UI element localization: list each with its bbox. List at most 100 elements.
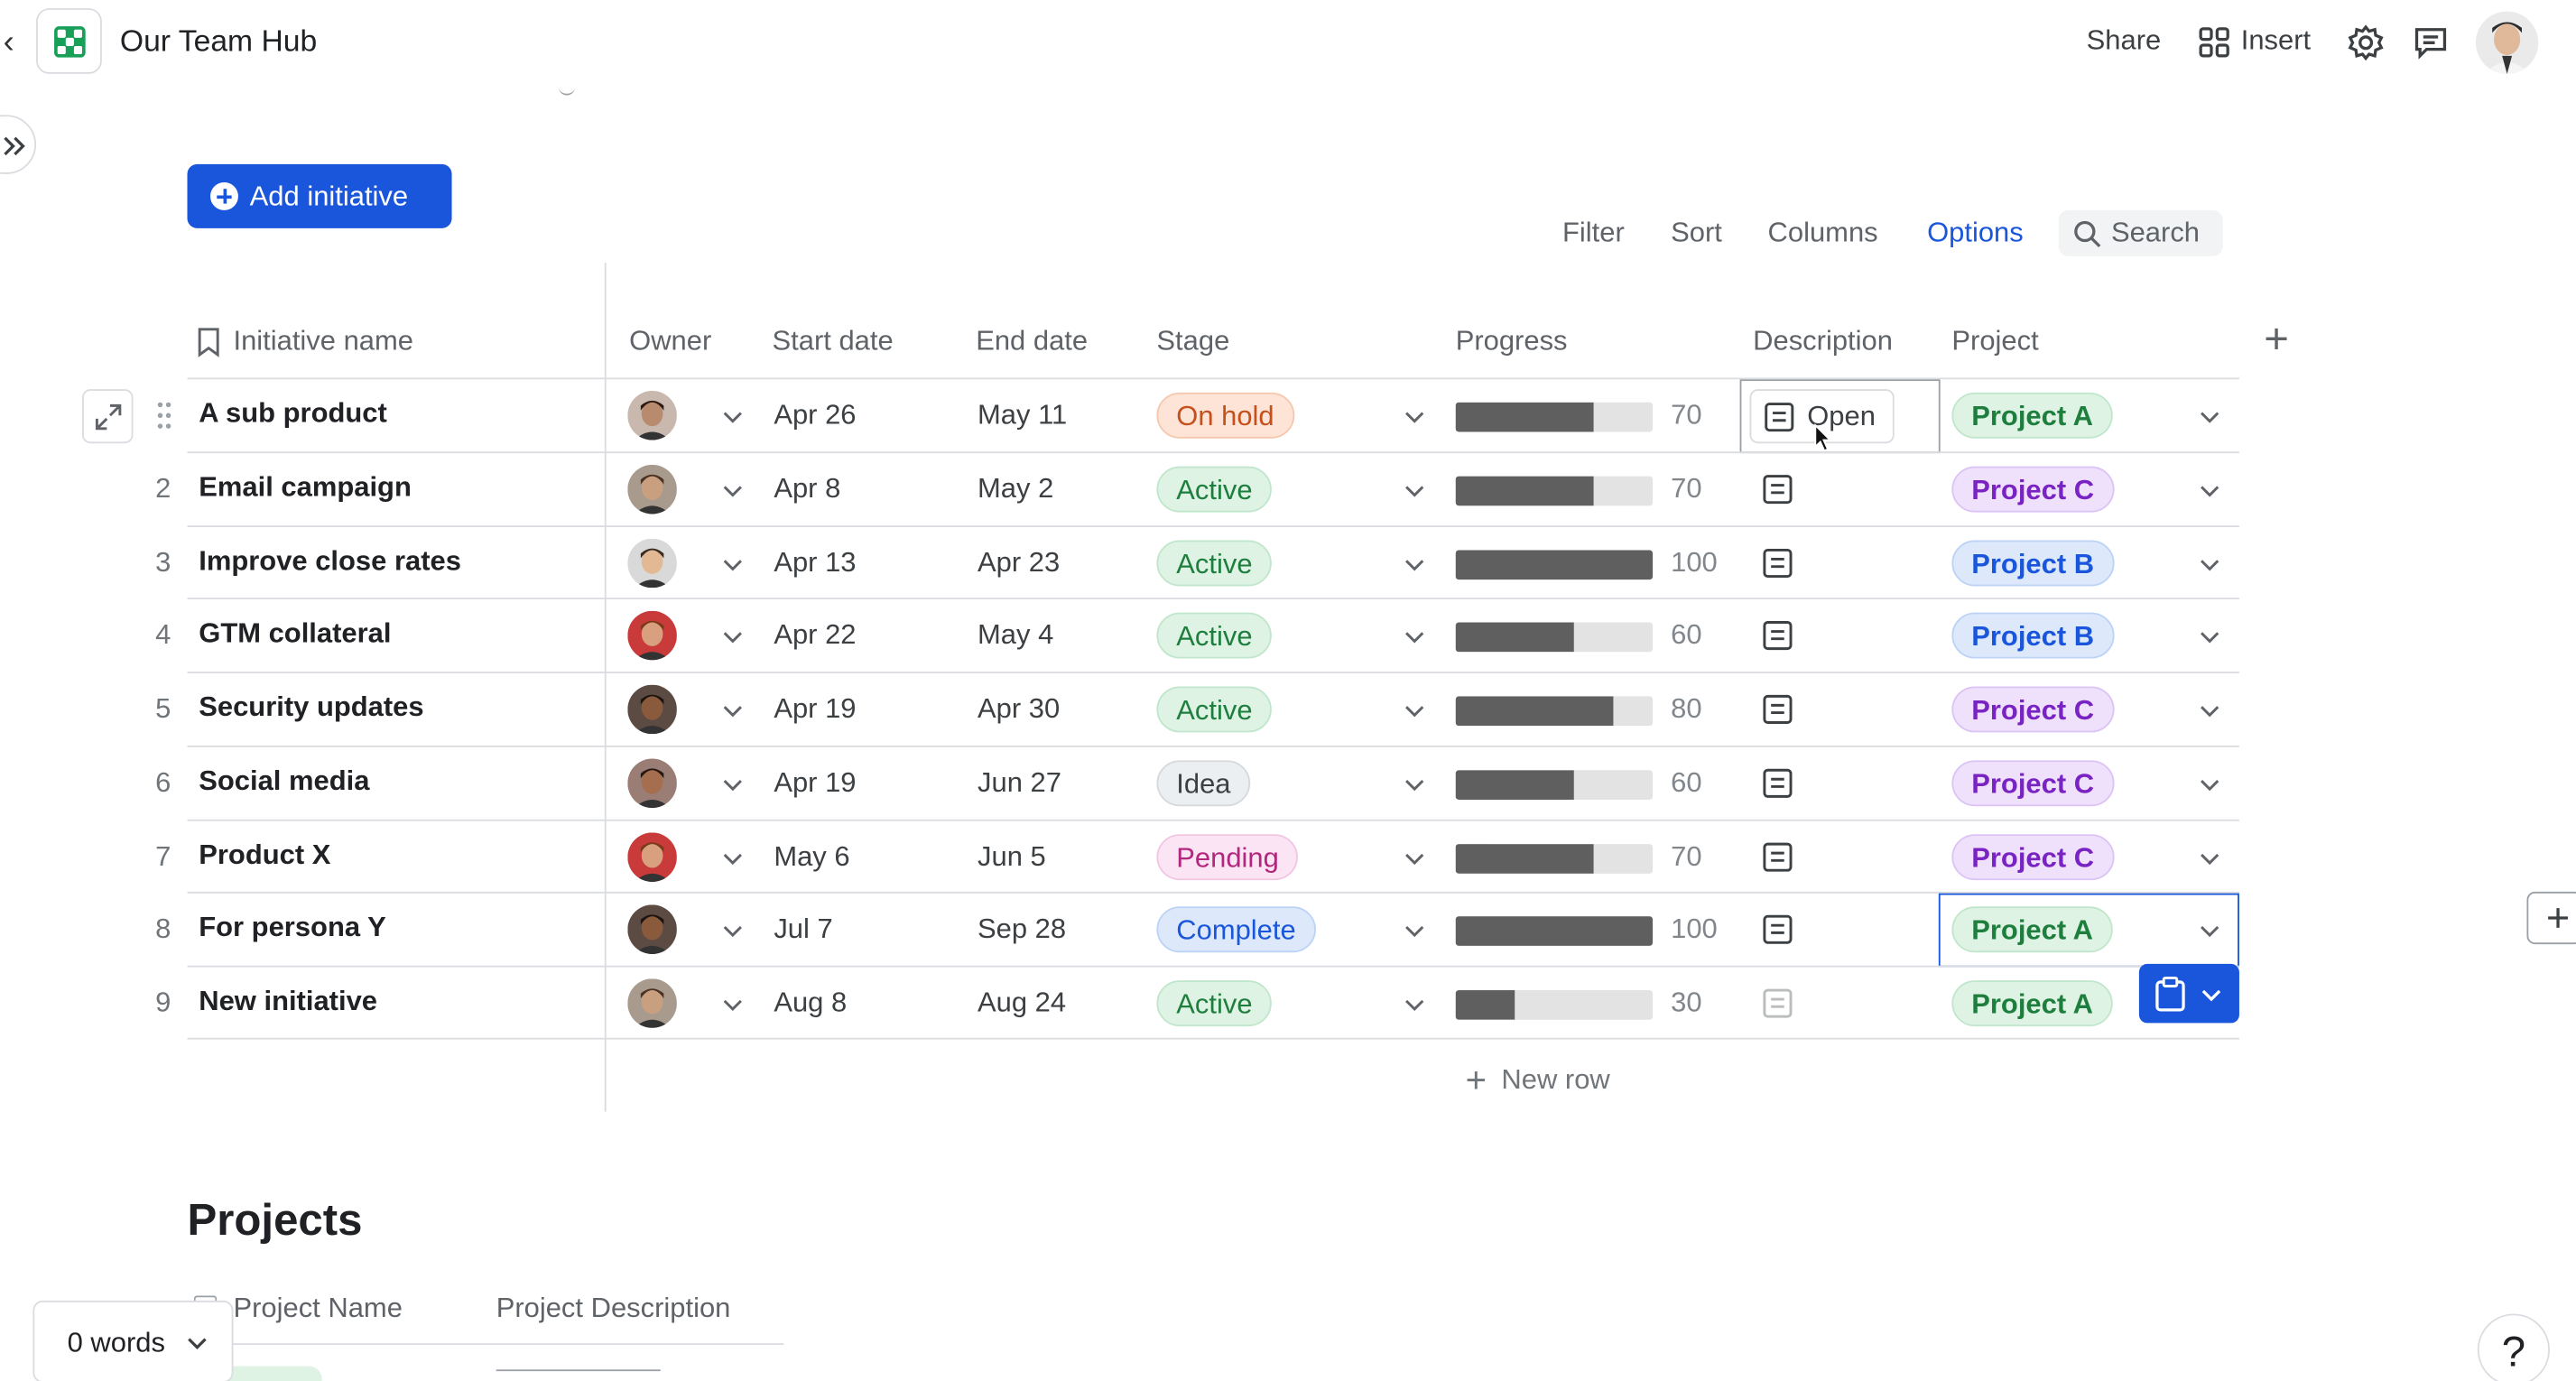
owner-avatar[interactable] [627, 831, 677, 882]
stage-chip[interactable]: Active [1156, 613, 1273, 659]
help-button[interactable]: ? [2477, 1313, 2550, 1381]
owner-avatar[interactable] [627, 978, 677, 1028]
stage-chip[interactable]: On hold [1156, 392, 1294, 439]
owner-avatar[interactable] [627, 464, 677, 514]
project-chip[interactable]: Project C [1951, 833, 2114, 880]
start-date-cell[interactable]: Apr 19 [774, 766, 857, 798]
add-initiative-button[interactable]: Add initiative [187, 163, 452, 228]
start-date-cell[interactable]: Apr 19 [774, 692, 857, 725]
initiative-name-cell[interactable]: A sub product [199, 397, 387, 429]
start-date-cell[interactable]: Apr 22 [774, 619, 857, 651]
user-avatar[interactable] [2476, 11, 2539, 74]
initiative-name-cell[interactable]: Email campaign [199, 470, 412, 503]
initiative-name-cell[interactable]: GTM collateral [199, 617, 392, 650]
progress-bar[interactable] [1455, 769, 1654, 800]
table-row[interactable]: 7 Product X May 6 Jun 5 Pending 70 Project C [155, 818, 2239, 893]
gear-icon[interactable] [2348, 24, 2384, 61]
end-date-cell[interactable]: Apr 23 [978, 545, 1061, 578]
project-chip[interactable]: Project A [1951, 980, 2113, 1027]
header-start-date[interactable]: Start date [772, 325, 894, 357]
owner-avatar[interactable] [627, 758, 677, 808]
app-logo-icon[interactable] [36, 8, 102, 74]
initiative-name-cell[interactable]: Product X [199, 838, 331, 870]
owner-chevron-down-icon[interactable] [723, 411, 743, 424]
end-date-cell[interactable]: Jun 5 [978, 839, 1046, 872]
owner-avatar[interactable] [627, 611, 677, 661]
document-icon[interactable] [1761, 766, 1793, 799]
end-date-cell[interactable]: May 11 [978, 399, 1068, 431]
table-row[interactable]: 9 New initiative Aug 8 Aug 24 Active 30 Projec… [155, 963, 2239, 1040]
new-row-button[interactable]: + New row [1465, 1059, 1610, 1100]
progress-bar[interactable] [1455, 696, 1654, 727]
start-date-cell[interactable]: May 6 [774, 839, 850, 872]
start-date-cell[interactable]: Aug 8 [774, 987, 848, 1018]
table-row[interactable]: 6 Social media Apr 19 Jun 27 Idea 60 Project C [155, 745, 2239, 820]
progress-bar[interactable] [1455, 476, 1654, 505]
document-icon[interactable] [1761, 546, 1793, 579]
stage-chip[interactable]: Active [1156, 980, 1273, 1027]
project-chevron-down-icon[interactable] [2200, 411, 2219, 424]
search-input[interactable]: Search [2058, 209, 2223, 256]
header-description[interactable]: Description [1753, 325, 1893, 357]
start-date-cell[interactable]: Jul 7 [774, 913, 833, 945]
document-icon[interactable] [1761, 913, 1793, 946]
owner-chevron-down-icon[interactable] [723, 704, 743, 718]
share-button[interactable]: Share [2086, 24, 2162, 56]
progress-bar[interactable] [1455, 843, 1654, 873]
document-icon[interactable] [1761, 693, 1793, 726]
owner-chevron-down-icon[interactable] [723, 558, 743, 571]
document-icon[interactable] [1761, 473, 1793, 505]
header-initiative-name[interactable]: Initiative name [233, 325, 414, 357]
project-chip[interactable]: Project C [1951, 759, 2114, 806]
table-row[interactable]: 2 Email campaign Apr 8 May 2 Active 70 Project… [155, 450, 2239, 525]
project-chevron-down-icon[interactable] [2200, 778, 2219, 792]
document-icon[interactable] [1761, 987, 1793, 1019]
header-owner[interactable]: Owner [629, 325, 712, 357]
stage-chevron-down-icon[interactable] [1404, 631, 1424, 644]
stage-chip[interactable]: Active [1156, 686, 1273, 733]
comment-icon[interactable] [2414, 26, 2448, 60]
back-icon[interactable]: ‹ [3, 24, 14, 61]
add-column-plus-icon[interactable]: + [2264, 313, 2289, 364]
project-chip[interactable]: Project A [1951, 906, 2113, 953]
owner-chevron-down-icon[interactable] [723, 631, 743, 644]
table-row[interactable]: 3 Improve close rates Apr 13 Apr 23 Active 10… [155, 524, 2239, 598]
owner-avatar[interactable] [627, 537, 677, 588]
filter-button[interactable]: Filter [1562, 217, 1625, 248]
owner-chevron-down-icon[interactable] [723, 925, 743, 939]
progress-bar[interactable] [1455, 916, 1654, 947]
initiative-name-cell[interactable]: Improve close rates [199, 544, 461, 576]
document-icon[interactable] [1761, 840, 1793, 873]
sort-button[interactable]: Sort [1671, 217, 1722, 248]
header-project-name[interactable]: Project Name [233, 1292, 403, 1324]
stage-chevron-down-icon[interactable] [1404, 558, 1424, 571]
stage-chevron-down-icon[interactable] [1404, 484, 1424, 497]
expand-row-button[interactable] [82, 389, 134, 444]
stage-chip[interactable]: Pending [1156, 833, 1299, 880]
header-end-date[interactable]: End date [976, 325, 1089, 357]
end-date-cell[interactable]: Aug 24 [978, 987, 1067, 1018]
project-chevron-down-icon[interactable] [2200, 484, 2219, 497]
stage-chevron-down-icon[interactable] [1404, 411, 1424, 424]
options-button[interactable]: Options [1927, 217, 2024, 248]
project-chevron-down-icon[interactable] [2200, 925, 2219, 939]
columns-button[interactable]: Columns [1767, 217, 1878, 248]
doc-title[interactable]: Our Team Hub [119, 23, 318, 58]
sidebar-expand-button[interactable] [0, 115, 37, 174]
insert-button[interactable]: Insert [2240, 24, 2312, 56]
project-chevron-down-icon[interactable] [2200, 558, 2219, 571]
stage-chevron-down-icon[interactable] [1404, 998, 1424, 1012]
project-chip[interactable]: Project B [1951, 613, 2114, 659]
stage-chevron-down-icon[interactable] [1404, 851, 1424, 865]
start-date-cell[interactable]: Apr 8 [774, 472, 841, 505]
document-icon[interactable] [1761, 619, 1793, 652]
project-chip[interactable]: Project A [1951, 392, 2113, 439]
project-chip[interactable]: Project B [1951, 539, 2114, 586]
stage-chevron-down-icon[interactable] [1404, 925, 1424, 939]
project-chevron-down-icon[interactable] [2200, 631, 2219, 644]
stage-chip[interactable]: Idea [1156, 759, 1251, 806]
word-count-button[interactable]: 0 words [32, 1300, 234, 1381]
end-date-cell[interactable]: Apr 30 [978, 692, 1061, 725]
stage-chip[interactable]: Active [1156, 539, 1273, 586]
stage-chevron-down-icon[interactable] [1404, 704, 1424, 718]
